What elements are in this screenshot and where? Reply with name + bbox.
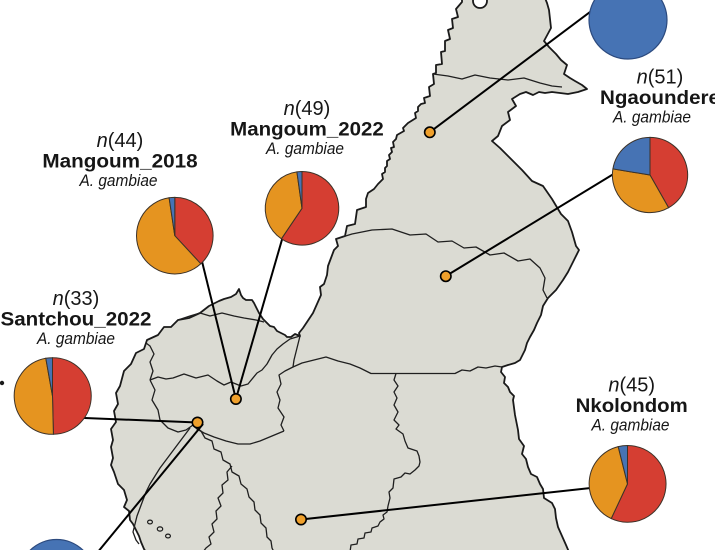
svg-text:Mangoum_2018: Mangoum_2018 (42, 151, 198, 172)
svg-text:n(44): n(44) (97, 130, 144, 152)
svg-text:Santchou_2022: Santchou_2022 (1, 309, 152, 330)
svg-text:n(49): n(49) (284, 98, 331, 120)
svg-text:A. gambiae: A. gambiae (591, 416, 670, 434)
svg-text:n(33): n(33) (53, 288, 100, 310)
svg-text:A. gambiae: A. gambiae (612, 108, 691, 126)
svg-text:n(51): n(51) (637, 67, 684, 89)
svg-text:Ngaoundere: Ngaoundere (600, 88, 715, 109)
svg-text:A. gambiae: A. gambiae (79, 172, 158, 190)
svg-text:A. gambiae: A. gambiae (265, 140, 344, 158)
svg-text:Nkolondom: Nkolondom (576, 396, 688, 417)
svg-text:A. gambiae: A. gambiae (36, 330, 115, 348)
svg-text:n(45): n(45) (608, 375, 655, 397)
svg-text:Mangoum_2022: Mangoum_2022 (230, 119, 384, 140)
